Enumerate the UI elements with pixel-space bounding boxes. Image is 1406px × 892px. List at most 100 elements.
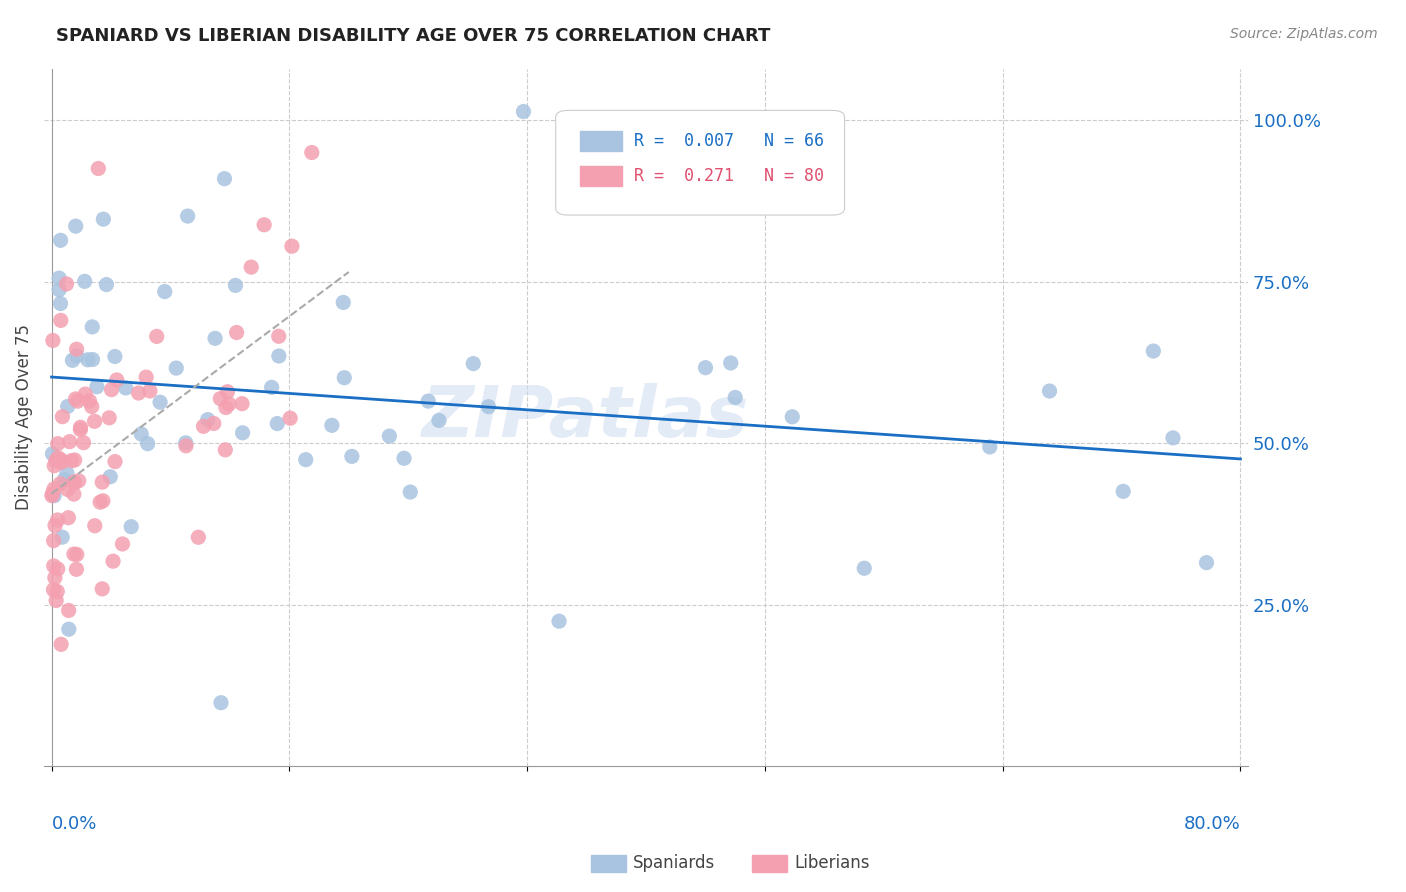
Spaniards (82, 319, 104, 334)
Spaniards (260, 380, 283, 394)
Liberians (105, 373, 128, 387)
Liberians (41, 486, 63, 500)
Spaniards (225, 278, 247, 293)
Liberians (63, 475, 86, 490)
Spaniards (979, 440, 1001, 454)
Liberians (202, 417, 225, 431)
Liberians (104, 454, 127, 468)
Liberians (98, 410, 121, 425)
Spaniards (1112, 484, 1135, 499)
Liberians (42, 533, 65, 548)
Spaniards (62, 353, 84, 368)
Spaniards (174, 435, 197, 450)
Liberians (72, 435, 94, 450)
Spaniards (232, 425, 254, 440)
Liberians (101, 554, 124, 568)
Liberians (209, 392, 232, 406)
Liberians (65, 562, 87, 576)
Spaniards (58, 622, 80, 636)
Liberians (44, 518, 66, 533)
Spaniards (49, 296, 72, 310)
Spaniards (51, 530, 73, 544)
Liberians (44, 571, 66, 585)
Spaniards (73, 274, 96, 288)
Spaniards (204, 331, 226, 345)
Text: ZIPatlas: ZIPatlas (422, 383, 749, 452)
Liberians (41, 489, 63, 503)
Liberians (240, 260, 263, 274)
Liberians (46, 436, 69, 450)
Liberians (59, 434, 82, 449)
Liberians (267, 329, 290, 343)
Spaniards (512, 104, 534, 119)
Liberians (55, 277, 77, 291)
Spaniards (120, 519, 142, 533)
Text: R =  0.007   N = 66: R = 0.007 N = 66 (634, 132, 824, 150)
Liberians (58, 603, 80, 617)
Liberians (69, 423, 91, 437)
Spaniards (853, 561, 876, 575)
Liberians (100, 383, 122, 397)
Spaniards (76, 352, 98, 367)
Spaniards (477, 400, 499, 414)
FancyBboxPatch shape (555, 111, 845, 215)
Liberians (45, 593, 67, 607)
Liberians (56, 483, 79, 497)
Spaniards (266, 417, 288, 431)
Spaniards (209, 696, 232, 710)
Spaniards (93, 212, 115, 227)
Spaniards (53, 473, 76, 487)
Liberians (145, 329, 167, 343)
Liberians (42, 334, 65, 348)
Liberians (49, 453, 72, 467)
Spaniards (165, 361, 187, 376)
Spaniards (197, 412, 219, 426)
Spaniards (333, 370, 356, 384)
Spaniards (136, 436, 159, 450)
Liberians (218, 397, 240, 411)
Liberians (60, 453, 83, 467)
Spaniards (1161, 431, 1184, 445)
Liberians (58, 510, 80, 524)
Liberians (67, 474, 90, 488)
Liberians (174, 439, 197, 453)
Liberians (139, 384, 162, 398)
Y-axis label: Disability Age Over 75: Disability Age Over 75 (15, 325, 32, 510)
Liberians (42, 582, 65, 597)
Spaniards (48, 271, 70, 285)
Spaniards (44, 489, 66, 503)
Liberians (66, 548, 89, 562)
Liberians (42, 558, 65, 573)
Liberians (63, 475, 86, 489)
Liberians (63, 487, 86, 501)
Spaniards (82, 352, 104, 367)
Liberians (46, 513, 69, 527)
Liberians (63, 453, 86, 467)
Liberians (49, 637, 72, 651)
Spaniards (1195, 556, 1218, 570)
Spaniards (114, 381, 136, 395)
Bar (579, 131, 621, 151)
Liberians (65, 342, 87, 356)
Spaniards (427, 413, 450, 427)
Liberians (281, 239, 304, 253)
Liberians (301, 145, 323, 160)
Spaniards (548, 614, 571, 628)
Liberians (46, 584, 69, 599)
Liberians (46, 562, 69, 576)
Liberians (45, 453, 67, 467)
Liberians (87, 161, 110, 176)
Spaniards (724, 391, 747, 405)
Liberians (63, 547, 86, 561)
Spaniards (66, 349, 89, 363)
Liberians (91, 582, 114, 596)
Spaniards (294, 452, 316, 467)
Text: Source: ZipAtlas.com: Source: ZipAtlas.com (1230, 27, 1378, 41)
Text: 80.0%: 80.0% (1184, 815, 1240, 833)
Spaniards (1142, 344, 1164, 359)
Spaniards (780, 409, 803, 424)
Spaniards (392, 451, 415, 466)
Liberians (46, 450, 69, 465)
Spaniards (332, 295, 354, 310)
Liberians (83, 518, 105, 533)
